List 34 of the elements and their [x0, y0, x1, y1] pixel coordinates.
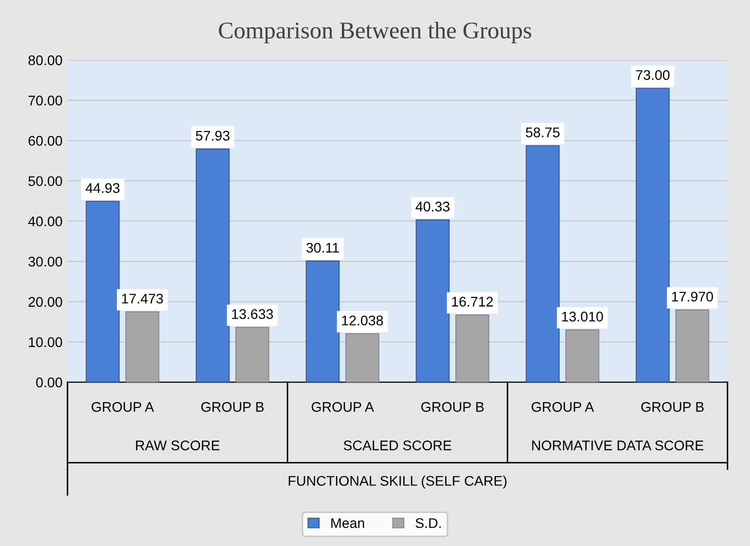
data-label: 12.038	[342, 316, 383, 326]
data-label: 40.33	[416, 202, 450, 212]
data-label: 13.633	[232, 309, 273, 320]
y-tick-label: 50.00	[28, 176, 62, 186]
data-label: 73.00	[636, 70, 670, 80]
data-label: 16.712	[452, 296, 493, 307]
y-tick-label: 60.00	[28, 136, 62, 146]
text: RAW SCORE	[136, 440, 220, 450]
chart-title: Comparison Between the Groups	[218, 22, 532, 44]
text: SCALED SCORE	[344, 440, 452, 450]
y-tick-label: 70.00	[28, 96, 62, 106]
data-label: 17.970	[672, 292, 713, 302]
x-tick-label: GROUP B	[201, 402, 264, 412]
x-tick-label: GROUP A	[312, 402, 374, 412]
data-label: 17.473	[122, 294, 163, 304]
y-tick-label: 10.00	[28, 337, 62, 348]
y-tick-label: 0.00	[36, 378, 62, 388]
x-tick-label: GROUP B	[421, 402, 484, 412]
y-tick-label: 30.00	[28, 256, 62, 267]
legend-label: S.D.	[416, 518, 441, 528]
legend-label: Mean	[331, 518, 364, 528]
x-tick-label: GROUP B	[641, 402, 704, 412]
data-label: 57.93	[196, 130, 230, 141]
data-label: 30.11	[306, 242, 339, 253]
data-label: 44.93	[86, 183, 120, 193]
x-axis-title: FUNCTIONAL SKILL (SELF CARE)	[288, 476, 506, 489]
data-label: 13.010	[562, 312, 603, 322]
text: NORMATIVE DATA SCORE	[532, 440, 704, 450]
data-label: 58.75	[526, 127, 560, 138]
x-tick-label: GROUP A	[92, 402, 154, 412]
x-tick-label: GROUP A	[532, 402, 594, 412]
y-tick-label: 20.00	[28, 297, 62, 307]
y-tick-label: 40.00	[28, 216, 62, 226]
y-tick-label: 80.00	[28, 55, 62, 66]
